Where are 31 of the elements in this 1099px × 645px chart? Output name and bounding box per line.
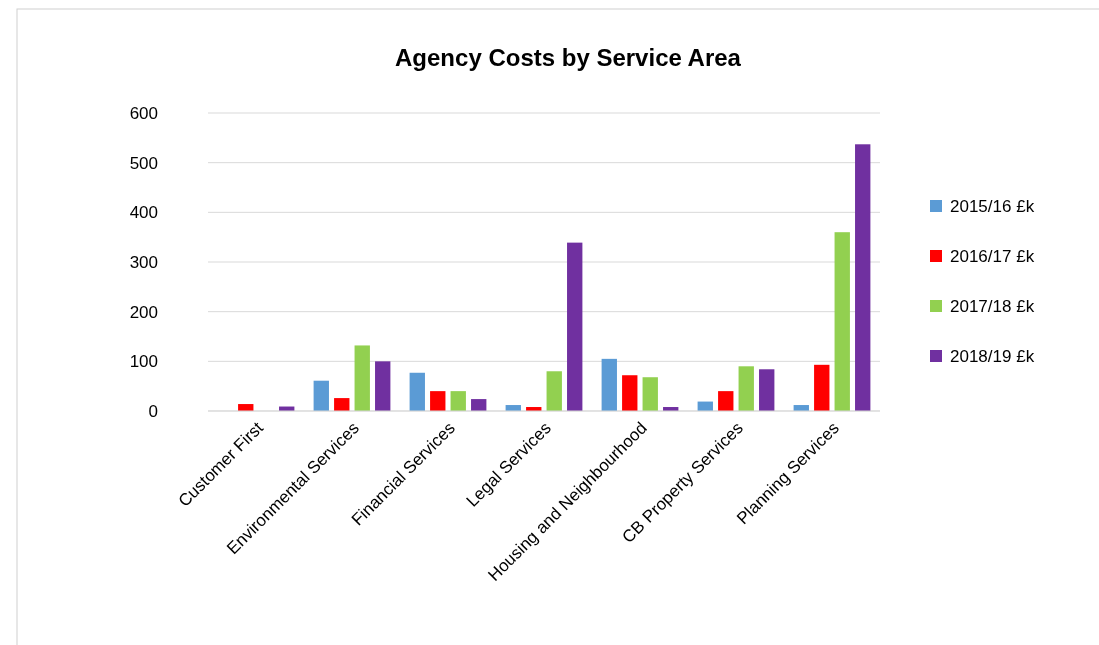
y-tick-label: 600 <box>129 103 158 123</box>
bar <box>567 242 583 411</box>
y-tick-label: 400 <box>129 203 158 223</box>
bar <box>642 377 658 411</box>
legend-label: 2015/16 £k <box>950 196 1035 216</box>
y-tick-label: 100 <box>129 352 158 372</box>
bar <box>814 364 830 411</box>
y-tick-label: 0 <box>148 401 158 421</box>
y-tick-label: 300 <box>129 252 158 272</box>
y-tick-label: 500 <box>129 153 158 173</box>
bar <box>354 345 370 411</box>
bar <box>855 144 871 411</box>
y-tick-label: 200 <box>129 302 158 322</box>
bar <box>834 232 850 411</box>
bar <box>546 371 562 411</box>
bar <box>430 391 446 411</box>
bar <box>622 375 638 411</box>
bar <box>471 399 487 411</box>
legend-label: 2018/19 £k <box>950 346 1035 366</box>
legend-label: 2016/17 £k <box>950 246 1035 266</box>
bar <box>759 369 775 411</box>
bar <box>409 372 425 411</box>
bar <box>313 380 329 411</box>
bar <box>375 361 391 411</box>
bar <box>601 358 617 411</box>
bar <box>334 398 350 411</box>
bar <box>738 366 754 411</box>
bar <box>450 391 466 411</box>
legend-label: 2017/18 £k <box>950 296 1035 316</box>
bar <box>718 391 734 411</box>
chart-title: Agency Costs by Service Area <box>395 44 742 71</box>
